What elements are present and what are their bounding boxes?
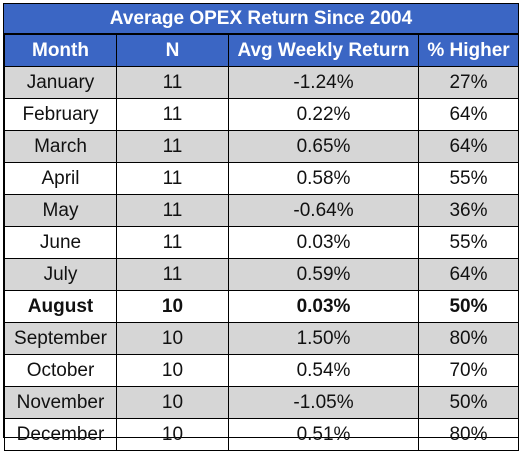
n-cell: 11 <box>116 162 229 195</box>
n-cell: 10 <box>116 290 229 323</box>
pct-higher-cell: 80% <box>418 418 519 451</box>
avg-return-cell: 0.54% <box>228 354 419 387</box>
avg-return-cell: 0.03% <box>228 290 419 323</box>
n-cell: 10 <box>116 354 229 387</box>
n-cell: 11 <box>116 98 229 131</box>
pct-higher-cell: 64% <box>418 98 519 131</box>
table-row: April 11 0.58% 55% <box>4 162 519 195</box>
n-cell: 11 <box>116 130 229 163</box>
pct-higher-cell: 50% <box>418 290 519 323</box>
pct-higher-cell: 80% <box>418 322 519 355</box>
month-cell: May <box>4 194 117 227</box>
pct-higher-cell: 70% <box>418 354 519 387</box>
avg-return-cell: 0.58% <box>228 162 419 195</box>
month-cell: April <box>4 162 117 195</box>
month-cell: December <box>4 418 117 451</box>
month-cell: January <box>4 66 117 99</box>
column-header: N <box>116 34 229 67</box>
table-row: November 10 -1.05% 50% <box>4 386 519 419</box>
table-row: August 10 0.03% 50% <box>4 290 519 323</box>
table-row: July 11 0.59% 64% <box>4 258 519 291</box>
table-row: March 11 0.65% 64% <box>4 130 519 163</box>
n-cell: 10 <box>116 322 229 355</box>
avg-return-cell: -0.64% <box>228 194 419 227</box>
avg-return-cell: -1.24% <box>228 66 419 99</box>
table-row: October 10 0.54% 70% <box>4 354 519 387</box>
avg-return-cell: 0.65% <box>228 130 419 163</box>
pct-higher-cell: 27% <box>418 66 519 99</box>
month-cell: June <box>4 226 117 259</box>
month-cell: July <box>4 258 117 291</box>
n-cell: 10 <box>116 386 229 419</box>
n-cell: 11 <box>116 258 229 291</box>
avg-return-cell: 0.03% <box>228 226 419 259</box>
column-header: Avg Weekly Return <box>228 34 419 67</box>
month-cell: November <box>4 386 117 419</box>
table-row: December 10 0.51% 80% <box>4 418 519 451</box>
month-cell: August <box>4 290 117 323</box>
pct-higher-cell: 64% <box>418 130 519 163</box>
column-header: Month <box>4 34 117 67</box>
n-cell: 11 <box>116 226 229 259</box>
n-cell: 11 <box>116 194 229 227</box>
n-cell: 11 <box>116 66 229 99</box>
header-row: Month N Avg Weekly Return % Higher <box>4 34 519 67</box>
month-cell: October <box>4 354 117 387</box>
avg-return-cell: 0.51% <box>228 418 419 451</box>
avg-return-cell: 0.59% <box>228 258 419 291</box>
pct-higher-cell: 55% <box>418 162 519 195</box>
avg-return-cell: 1.50% <box>228 322 419 355</box>
table-row: February 11 0.22% 64% <box>4 98 519 131</box>
table-body: January 11 -1.24% 27% February 11 0.22% 64% Marc… <box>4 66 519 451</box>
pct-higher-cell: 64% <box>418 258 519 291</box>
table-row: May 11 -0.64% 36% <box>4 194 519 227</box>
avg-return-cell: -1.05% <box>228 386 419 419</box>
table-title: Average OPEX Return Since 2004 <box>4 4 518 34</box>
pct-higher-cell: 55% <box>418 226 519 259</box>
column-header: % Higher <box>418 34 519 67</box>
table-row: January 11 -1.24% 27% <box>4 66 519 99</box>
pct-higher-cell: 36% <box>418 194 519 227</box>
month-cell: March <box>4 130 117 163</box>
avg-return-cell: 0.22% <box>228 98 419 131</box>
opex-return-table: Average OPEX Return Since 2004 Month N A… <box>3 3 519 451</box>
pct-higher-cell: 50% <box>418 386 519 419</box>
data-table: Month N Avg Weekly Return % Higher Janua… <box>4 34 519 451</box>
table-row: September 10 1.50% 80% <box>4 322 519 355</box>
month-cell: February <box>4 98 117 131</box>
n-cell: 10 <box>116 418 229 451</box>
month-cell: September <box>4 322 117 355</box>
table-row: June 11 0.03% 55% <box>4 226 519 259</box>
